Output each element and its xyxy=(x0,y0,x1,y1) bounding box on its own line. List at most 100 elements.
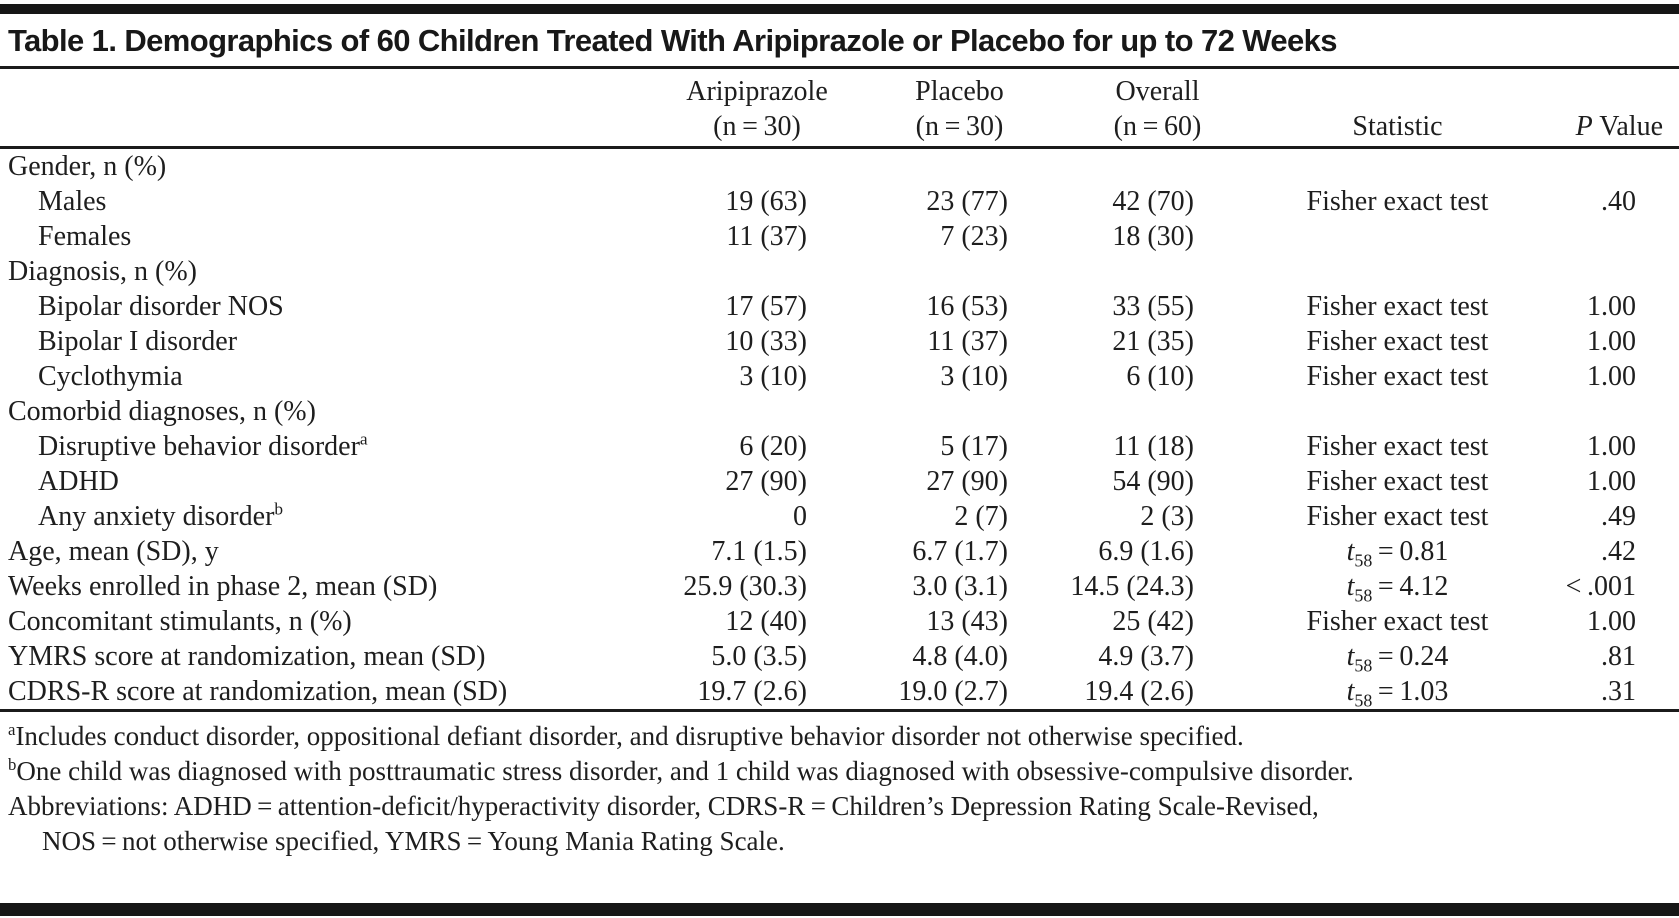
table-row: Bipolar I disorder 10 (33) 11 (37) 21 (35) F… xyxy=(8,324,1671,359)
value-aripiprazole: 7.1 (1.5) xyxy=(711,536,807,567)
column-header-p-value: P Value xyxy=(1542,109,1671,144)
footnote-line: NOS = not otherwise specified, YMRS = Yo… xyxy=(42,826,785,856)
table-body: Gender, n (%) Males 19 (63) 23 (77) 42 (70) F… xyxy=(0,149,1679,711)
row-label: YMRS score at randomization, mean (SD) xyxy=(8,641,486,672)
value-overall: 33 (55) xyxy=(1112,291,1194,322)
table-title: Table 1. Demographics of 60 Children Tre… xyxy=(8,23,1338,58)
t-subscript: 58 xyxy=(1354,550,1373,571)
value-placebo: 16 (53) xyxy=(926,291,1008,322)
value-aripiprazole: 17 (57) xyxy=(725,291,807,322)
row-label: Males xyxy=(38,186,107,217)
value-statistic xyxy=(1253,254,1542,289)
table-row: Females 11 (37) 7 (23) 18 (30) xyxy=(8,219,1671,254)
value-placebo: 6.7 (1.7) xyxy=(912,536,1008,567)
t-symbol: t xyxy=(1346,536,1355,567)
value-aripiprazole: 25.9 (30.3) xyxy=(683,571,807,602)
column-header-placebo: Placebo (n = 30) xyxy=(857,74,1062,144)
value-p xyxy=(1542,254,1671,289)
value-placebo: 11 (37) xyxy=(927,326,1008,357)
row-label: Gender, n (%) xyxy=(8,151,167,182)
table-row: Age, mean (SD), y 7.1 (1.5) 6.7 (1.7) 6.9 (… xyxy=(8,534,1671,571)
value-placebo: 7 (23) xyxy=(940,221,1008,252)
row-label: Cyclothymia xyxy=(38,361,183,392)
value-aripiprazole: 12 (40) xyxy=(725,606,807,637)
row-label: ADHD xyxy=(38,466,119,497)
value-aripiprazole xyxy=(657,394,857,429)
value-p: .40 xyxy=(1601,186,1636,217)
value-placebo: 27 (90) xyxy=(926,466,1008,497)
row-label: Diagnosis, n (%) xyxy=(8,256,197,287)
value-statistic: Fisher exact test xyxy=(1306,291,1489,322)
value-overall: 54 (90) xyxy=(1112,466,1194,497)
value-aripiprazole: 3 (10) xyxy=(739,361,807,392)
value-p: .49 xyxy=(1601,501,1636,532)
value-placebo: 23 (77) xyxy=(926,186,1008,217)
value-placebo xyxy=(857,394,1062,429)
value-placebo: 3.0 (3.1) xyxy=(912,571,1008,602)
value-placebo: 4.8 (4.0) xyxy=(912,641,1008,672)
value-overall xyxy=(1062,394,1253,429)
footnote-line: Abbreviations: ADHD = attention-deficit/… xyxy=(8,791,1319,821)
row-label: Bipolar I disorder xyxy=(38,326,238,357)
footnotes: aIncludes conduct disorder, oppositional… xyxy=(8,716,1671,859)
value-overall xyxy=(1062,254,1253,289)
value-aripiprazole: 5.0 (3.5) xyxy=(711,641,807,672)
value-aripiprazole: 19.7 (2.6) xyxy=(697,676,807,707)
table-row: Males 19 (63) 23 (77) 42 (70) Fisher exact t… xyxy=(8,184,1671,219)
footnote-line: bOne child was diagnosed with posttrauma… xyxy=(8,755,1354,786)
value-overall: 6 (10) xyxy=(1126,361,1194,392)
value-p: < .001 xyxy=(1565,571,1636,602)
table-row: Disruptive behavior disordera 6 (20) 5 (17… xyxy=(8,429,1671,464)
table-row: Concomitant stimulants, n (%) 12 (40) 13 (… xyxy=(8,604,1671,639)
value-placebo: 2 (7) xyxy=(954,501,1008,532)
value-overall: 4.9 (3.7) xyxy=(1098,641,1194,672)
value-aripiprazole: 6 (20) xyxy=(739,431,807,462)
value-statistic xyxy=(1253,149,1542,184)
value-placebo xyxy=(857,149,1062,184)
table-row: Bipolar disorder NOS 17 (57) 16 (53) 33 (55… xyxy=(8,289,1671,324)
column-header-statistic: Statistic xyxy=(1352,111,1443,142)
body-divider xyxy=(0,709,1679,712)
column-header-overall: Overall (n = 60) xyxy=(1062,74,1253,144)
column-header-aripiprazole: Aripiprazole (n = 30) xyxy=(657,74,857,144)
value-overall: 2 (3) xyxy=(1140,501,1194,532)
value-p xyxy=(1542,149,1671,184)
value-statistic: Fisher exact test xyxy=(1306,431,1489,462)
table-row: Weeks enrolled in phase 2, mean (SD) 25.9… xyxy=(8,569,1671,606)
table-row: YMRS score at randomization, mean (SD) 5.… xyxy=(8,639,1671,676)
value-statistic: t58 = 4.12 xyxy=(1346,571,1449,606)
t-symbol: t xyxy=(1346,571,1355,602)
bottom-rule-bar xyxy=(0,903,1679,916)
table-row: Diagnosis, n (%) xyxy=(8,254,1671,289)
value-p: 1.00 xyxy=(1587,291,1636,322)
value-aripiprazole: 10 (33) xyxy=(725,326,807,357)
value-p: 1.00 xyxy=(1587,326,1636,357)
table-header-row: Aripiprazole (n = 30) Placebo (n = 30) O… xyxy=(8,69,1671,146)
table-row: Cyclothymia 3 (10) 3 (10) 6 (10) Fisher exac… xyxy=(8,359,1671,394)
row-label: Age, mean (SD), y xyxy=(8,536,219,567)
table-row: Comorbid diagnoses, n (%) xyxy=(8,394,1671,429)
value-aripiprazole: 27 (90) xyxy=(725,466,807,497)
row-label: CDRS-R score at randomization, mean (SD) xyxy=(8,676,508,707)
column-header-overall-n: (n = 60) xyxy=(1113,111,1202,142)
t-subscript: 58 xyxy=(1354,585,1373,606)
value-overall xyxy=(1062,149,1253,184)
title-divider xyxy=(0,66,1679,69)
value-overall: 6.9 (1.6) xyxy=(1098,536,1194,567)
value-p xyxy=(1542,219,1671,254)
value-placebo xyxy=(857,254,1062,289)
value-statistic: t58 = 1.03 xyxy=(1346,676,1449,711)
column-header-placebo-name: Placebo xyxy=(915,76,1004,107)
table-row: Any anxiety disorderb 0 2 (7) 2 (3) Fisher e… xyxy=(8,499,1671,534)
row-label: Bipolar disorder NOS xyxy=(38,291,284,322)
value-placebo: 5 (17) xyxy=(940,431,1008,462)
header-divider xyxy=(0,146,1679,149)
value-overall: 18 (30) xyxy=(1112,221,1194,252)
row-label: Any anxiety disorderb xyxy=(38,499,284,532)
value-statistic: t58 = 0.24 xyxy=(1346,641,1449,676)
top-rule-bar xyxy=(0,4,1679,14)
value-statistic: Fisher exact test xyxy=(1306,361,1489,392)
value-statistic: Fisher exact test xyxy=(1306,466,1489,497)
value-overall: 14.5 (24.3) xyxy=(1070,571,1194,602)
value-aripiprazole xyxy=(657,149,857,184)
